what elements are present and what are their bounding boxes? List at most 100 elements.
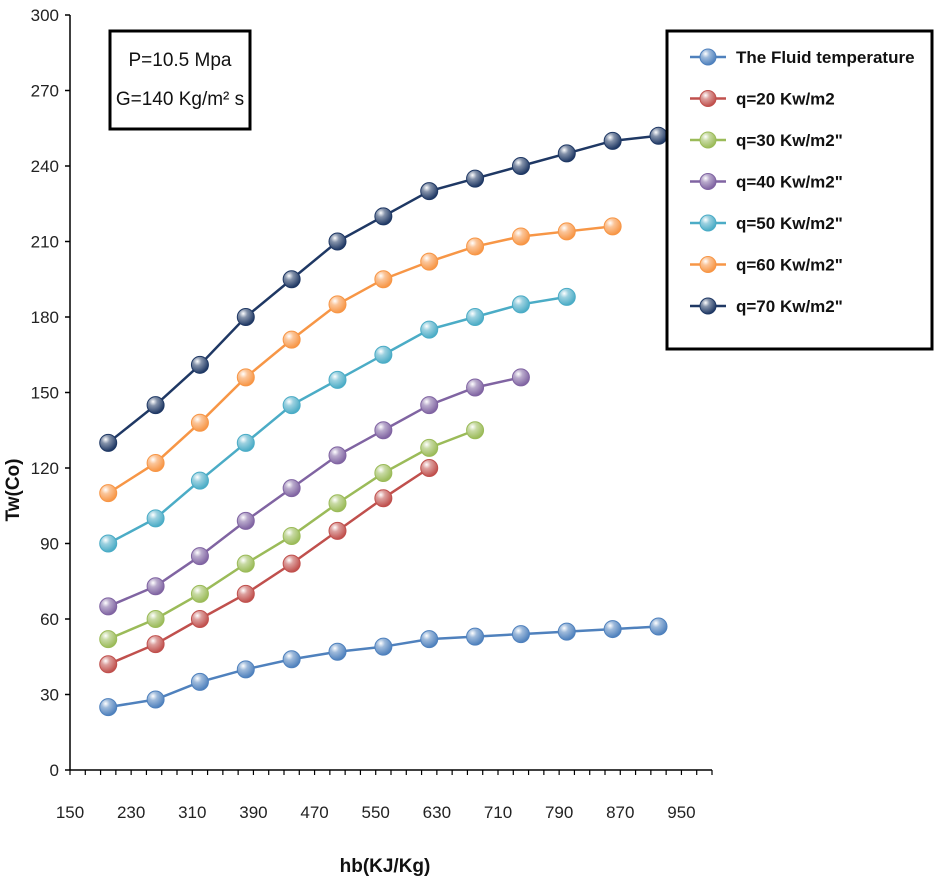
x-tick-label: 310 <box>178 803 206 822</box>
data-point <box>466 627 485 646</box>
x-tick-label: 710 <box>484 803 512 822</box>
data-point <box>374 207 393 226</box>
data-point <box>99 433 118 452</box>
data-point <box>420 396 439 415</box>
data-point <box>420 182 439 201</box>
data-point <box>328 370 347 389</box>
data-point <box>190 584 209 603</box>
data-point <box>374 489 393 508</box>
x-tick-label: 470 <box>300 803 328 822</box>
data-point <box>236 554 255 573</box>
data-point <box>466 421 485 440</box>
data-point <box>603 620 622 639</box>
data-point <box>146 396 165 415</box>
legend-label: q=20 Kw/m2 <box>736 90 835 109</box>
series-line <box>107 225 613 495</box>
data-point <box>282 554 301 573</box>
y-axis-title: Tw(Co) <box>3 459 24 522</box>
data-point <box>282 270 301 289</box>
y-tick-label: 210 <box>31 233 59 252</box>
data-point <box>466 169 485 188</box>
data-point <box>190 471 209 490</box>
x-tick-label: 230 <box>117 803 145 822</box>
data-point <box>282 650 301 669</box>
data-point <box>466 378 485 397</box>
legend-label: q=40 Kw/m2" <box>736 173 843 192</box>
series-4 <box>99 287 576 553</box>
data-point <box>511 157 530 175</box>
x-tick-label: 870 <box>606 803 634 822</box>
data-point <box>146 690 165 709</box>
data-point <box>236 584 255 603</box>
y-tick-label: 0 <box>50 761 59 780</box>
data-point <box>236 368 255 387</box>
data-point <box>328 446 347 465</box>
data-point <box>99 630 118 649</box>
data-point <box>420 320 439 339</box>
legend-label: q=60 Kw/m2" <box>736 256 843 275</box>
x-tick-label: 550 <box>362 803 390 822</box>
data-point <box>328 295 347 314</box>
series-0 <box>99 617 668 717</box>
legend-frame <box>665 29 934 351</box>
y-tick-label: 60 <box>40 610 59 629</box>
data-point <box>236 511 255 530</box>
annotation-pressure: P=10.5 Mpa <box>129 50 232 71</box>
data-point <box>282 479 301 498</box>
legend-items: The Fluid temperature q=20 Kw/m2 q=30 Kw/m… <box>690 48 915 316</box>
data-point <box>236 660 255 679</box>
y-tick-label: 240 <box>31 157 59 176</box>
data-point <box>99 698 118 717</box>
data-point <box>649 126 668 145</box>
data-point <box>282 330 301 349</box>
data-point <box>146 453 165 472</box>
data-point <box>420 630 439 649</box>
data-point <box>511 295 530 314</box>
series-line <box>107 376 522 608</box>
annotation-frame <box>108 29 252 131</box>
data-point <box>190 610 209 628</box>
data-point <box>649 617 668 636</box>
series-1 <box>99 459 439 674</box>
x-tick-label: 950 <box>667 803 695 822</box>
legend-item: q=30 Kw/m2" <box>690 131 843 150</box>
y-tick-label: 90 <box>40 535 59 554</box>
series-group <box>99 126 668 717</box>
data-point <box>420 459 439 477</box>
data-point <box>557 222 576 241</box>
legend: The Fluid temperature q=20 Kw/m2 q=30 Kw/m… <box>665 29 934 351</box>
series-2 <box>99 421 485 649</box>
legend-item: The Fluid temperature <box>690 48 915 67</box>
data-point <box>282 396 301 415</box>
data-point <box>236 433 255 452</box>
data-point <box>328 232 347 251</box>
legend-label: The Fluid temperature <box>736 48 915 67</box>
x-tick-label: 150 <box>56 803 84 822</box>
data-point <box>420 252 439 271</box>
y-tick-label: 30 <box>40 686 59 705</box>
data-point <box>466 237 485 256</box>
legend-item: q=20 Kw/m2 <box>690 90 835 109</box>
x-ticks: 150 230 310 390 470 550 630 710 790 870 950 <box>56 770 713 822</box>
data-point <box>328 642 347 661</box>
y-tick-label: 300 <box>31 6 59 25</box>
data-point <box>328 521 347 540</box>
data-point <box>374 637 393 656</box>
data-point <box>603 217 622 236</box>
data-point <box>146 635 165 654</box>
x-tick-label: 790 <box>545 803 573 822</box>
legend-marker <box>699 256 717 273</box>
x-tick-label: 630 <box>423 803 451 822</box>
data-point <box>557 622 576 641</box>
y-tick-label: 120 <box>31 459 59 478</box>
legend-item: q=50 Kw/m2" <box>690 214 843 233</box>
series-5 <box>99 217 622 503</box>
data-point <box>146 509 165 528</box>
legend-marker <box>699 131 717 149</box>
data-point <box>420 438 439 457</box>
data-point <box>511 227 530 246</box>
data-point <box>282 526 301 545</box>
annotation-box: P=10.5 Mpa G=140 Kg/m² s <box>108 29 252 131</box>
data-point <box>374 345 393 364</box>
data-point <box>557 287 576 306</box>
